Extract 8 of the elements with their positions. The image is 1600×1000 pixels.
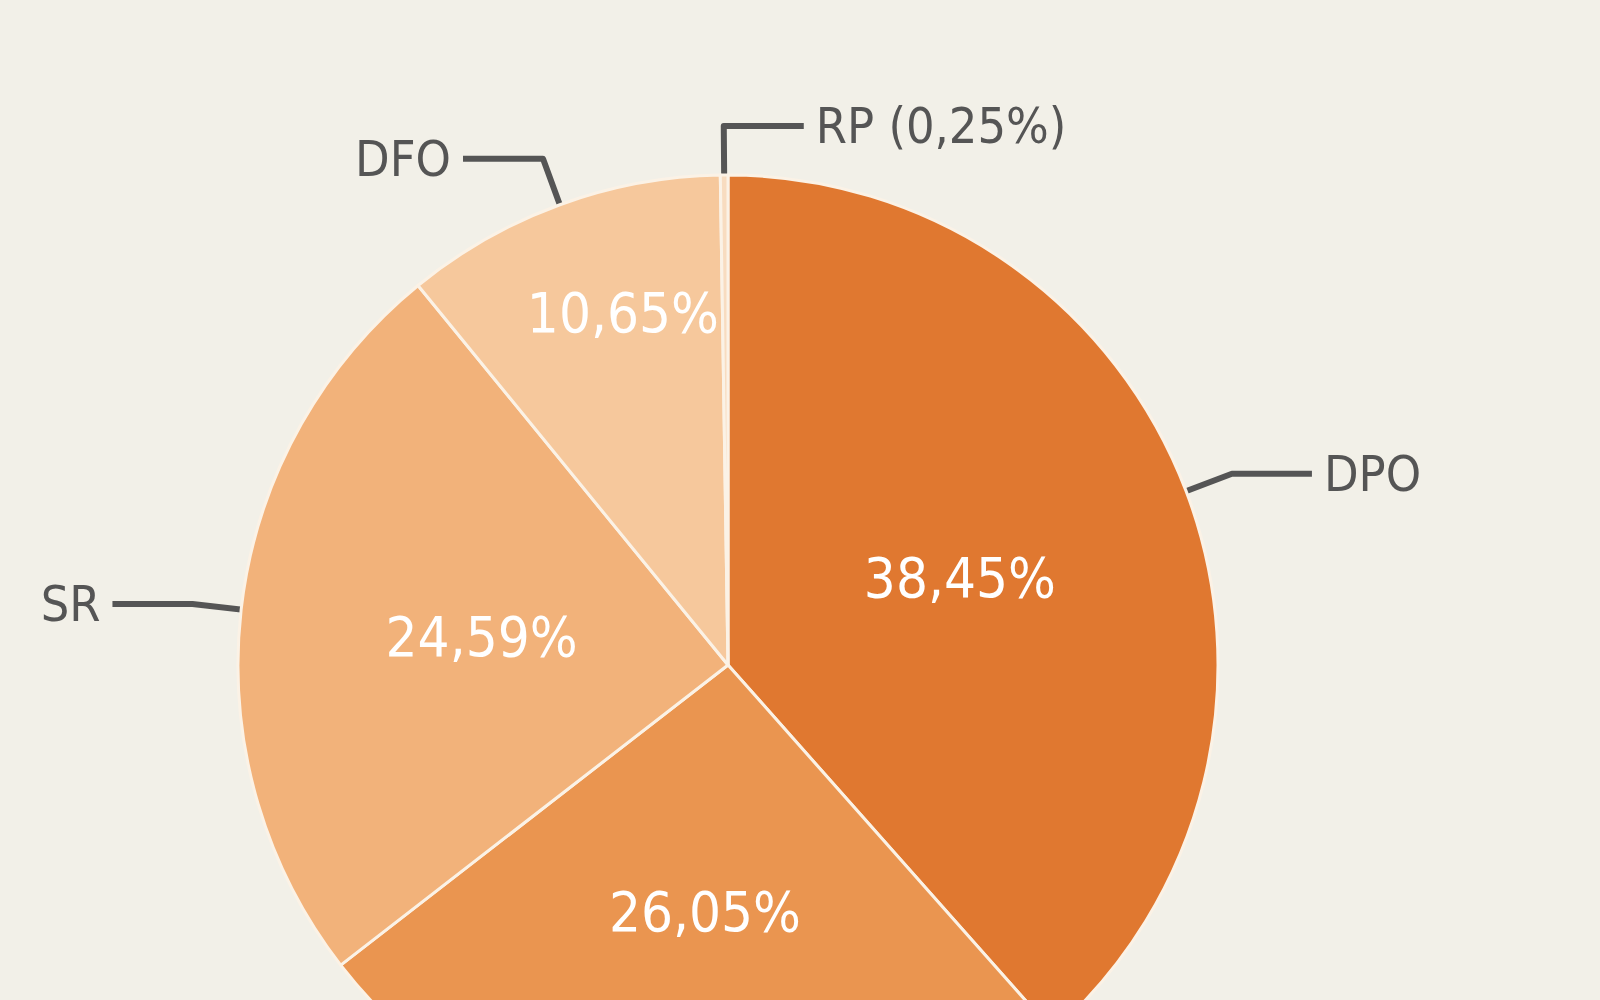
data-label: 38,45% [863, 544, 1056, 610]
slice-label: RP (0,25%) [815, 97, 1067, 156]
slice-label: DFO [355, 129, 452, 188]
data-label: 10,65% [526, 279, 719, 345]
data-label: 26,05% [608, 879, 801, 945]
data-label: 24,59% [385, 604, 578, 670]
slice-label: SR [40, 575, 101, 634]
slice-label: DPO [1323, 444, 1422, 503]
